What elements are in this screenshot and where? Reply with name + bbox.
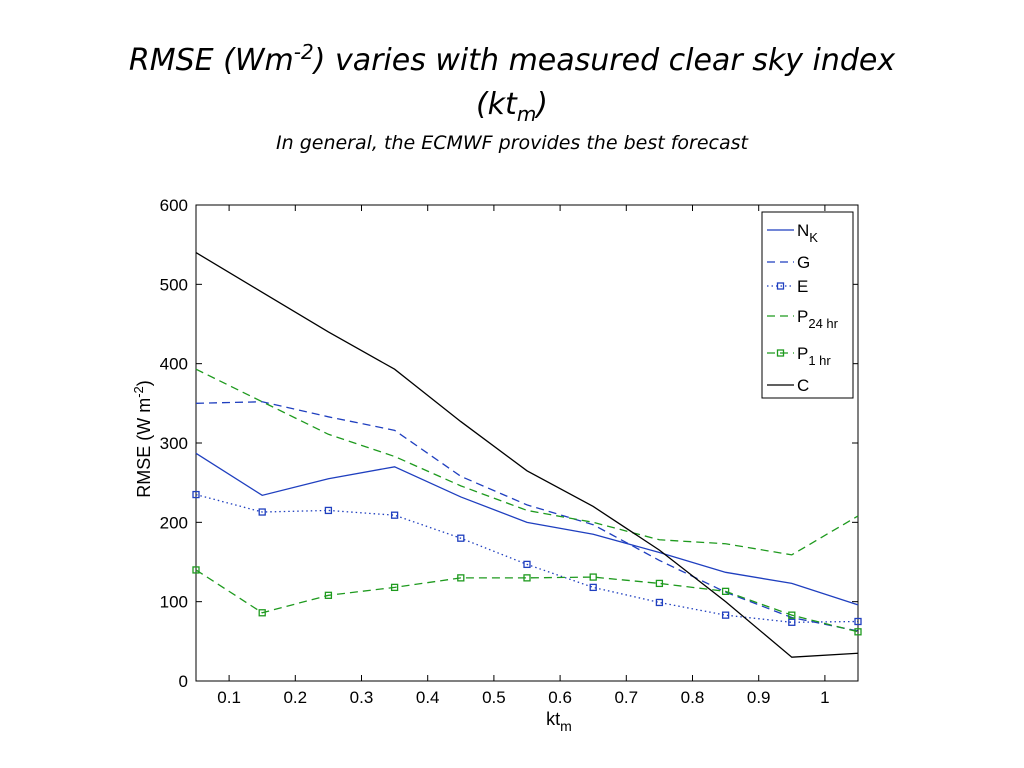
x-axis-label: ktm <box>546 709 572 734</box>
legend-entry-label: E <box>797 277 808 296</box>
data-point <box>523 574 531 582</box>
slide-subtitle: In general, the ECMWF provides the best … <box>276 132 748 154</box>
legend-box <box>761 211 854 399</box>
slide-title-line1: RMSE (Wm-2) varies with measured clear s… <box>0 30 1024 83</box>
legend-entry-label: P24 hr <box>797 307 839 331</box>
series-g <box>195 401 859 632</box>
data-point <box>655 579 664 588</box>
legend-entry-label: G <box>797 253 810 272</box>
series-line <box>195 569 859 633</box>
slide-title-line2: (ktm) <box>0 83 1024 136</box>
data-point <box>854 628 862 636</box>
y-tick-label: 500 <box>160 275 188 294</box>
title-line2-text: (kt <box>475 87 517 122</box>
y-tick-label: 400 <box>160 355 188 374</box>
title-text: RMSE (Wm <box>128 43 294 78</box>
y-tick-label: 300 <box>160 434 188 453</box>
x-tick-label: 0.5 <box>482 688 506 707</box>
y-tick-label: 0 <box>179 672 188 691</box>
data-point <box>721 611 730 619</box>
x-tick-label: 0.9 <box>747 688 771 707</box>
data-point <box>324 591 333 599</box>
data-point <box>523 560 531 569</box>
x-tick-label: 0.4 <box>416 688 440 707</box>
y-tick-label: 200 <box>160 513 188 532</box>
series-line <box>195 452 859 606</box>
series-line <box>195 401 859 632</box>
data-point <box>788 618 796 626</box>
data-point <box>788 611 796 619</box>
data-point <box>324 506 333 515</box>
legend-marker <box>776 349 785 357</box>
legend-entry-label: C <box>797 376 809 395</box>
series-nk <box>195 452 859 606</box>
plot-frame <box>195 204 859 682</box>
data-point <box>457 534 465 542</box>
data-point <box>721 587 730 596</box>
data-point <box>390 583 399 592</box>
title-line2-subscript: m <box>516 102 537 126</box>
legend-marker <box>776 282 785 290</box>
chart-axes: 0.1 0.2 0.3 0.4 0.5 0.6 0.7 0.8 0.9 1 0 100 200 300 40… <box>131 196 859 734</box>
slide-title: RMSE (Wm-2) varies with measured clear s… <box>0 30 1024 136</box>
x-tick-label: 0.3 <box>350 688 374 707</box>
data-point <box>854 617 862 626</box>
x-tick-label: 0.1 <box>217 688 241 707</box>
data-point <box>258 508 266 516</box>
chart-series <box>192 252 862 658</box>
data-point <box>390 511 399 519</box>
legend-entry-label: P1 hr <box>797 344 831 368</box>
x-tick-label: 0.8 <box>681 688 705 707</box>
x-tick-label: 0.7 <box>614 688 638 707</box>
series-line <box>195 252 859 658</box>
data-point <box>192 566 200 574</box>
x-tick-label: 0.6 <box>548 688 572 707</box>
data-point <box>655 598 664 607</box>
y-axis-label: RMSE (W m-2) <box>131 380 154 498</box>
chart-legend: NK GE P24 hr P1 hr C <box>761 211 854 399</box>
x-tick-label: 1 <box>820 688 829 707</box>
series-p1-hr <box>192 566 862 636</box>
y-tick-label: 600 <box>160 196 188 215</box>
title-text-rest: ) varies with measured clear sky index <box>313 43 896 78</box>
title-line2-close: ) <box>536 87 549 122</box>
y-tick-label: 100 <box>160 593 188 612</box>
data-point <box>192 490 200 499</box>
title-superscript: -2 <box>293 40 314 64</box>
series-line <box>195 493 859 623</box>
data-point <box>457 574 465 582</box>
data-point <box>258 609 266 617</box>
series-e <box>192 490 862 626</box>
data-point <box>589 583 597 592</box>
x-tick-label: 0.2 <box>283 688 307 707</box>
legend-entry-label: NK <box>797 221 818 245</box>
series-p24-hr <box>195 368 859 556</box>
series-c <box>195 252 859 658</box>
data-point <box>589 573 597 581</box>
series-line <box>195 368 859 556</box>
